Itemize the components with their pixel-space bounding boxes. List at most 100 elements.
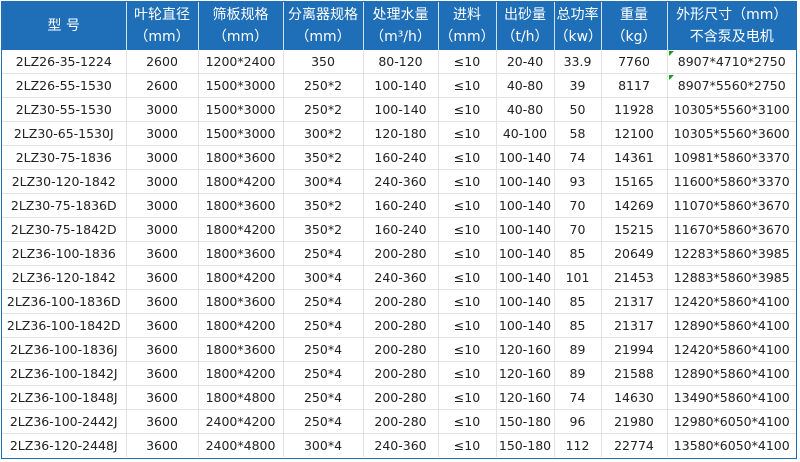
cell-separator-size: 250*4 — [283, 289, 364, 314]
table-row: 2LZ36-100-1836J 3600 1800*3600 250*4 200-280… — [2, 337, 796, 362]
cell-feed-size: ≤10 — [438, 265, 497, 290]
table-row: 2LZ36-100-1836D 3600 1800*3600 250*4 200-280… — [2, 289, 796, 314]
cell-screen-size: 1800*4200 — [198, 217, 284, 242]
cell-total-power: 70 — [554, 193, 602, 218]
cell-feed-size: ≤10 — [438, 361, 497, 386]
header-unit: 不含泵及电机 — [689, 29, 774, 45]
table-row: 2LZ26-55-1530 2600 1500*3000 250*2 100-140 ≤1… — [2, 73, 796, 98]
cell-sand-output: 40-80 — [496, 73, 555, 98]
cell-impeller-diameter: 3600 — [126, 385, 199, 410]
cell-weight: 15215 — [601, 217, 668, 242]
cell-screen-size: 1500*3000 — [198, 73, 284, 98]
cell-impeller-diameter: 3000 — [126, 145, 199, 170]
header-unit: （mm） — [439, 29, 495, 45]
cell-screen-size: 1800*3600 — [198, 193, 284, 218]
cell-weight: 14361 — [601, 145, 668, 170]
cell-weight: 20649 — [601, 241, 668, 266]
header-impeller-diameter: 叶轮直径 （mm） — [126, 2, 199, 50]
header-dimensions: 外形尺寸（mm） 不含泵及电机 — [667, 2, 796, 50]
header-unit: （mm） — [134, 29, 190, 45]
cell-sand-output: 40-100 — [496, 121, 555, 146]
cell-total-power: 39 — [554, 73, 602, 98]
cell-sand-output: 100-140 — [496, 265, 555, 290]
cell-dimensions: 11670*5860*3670 — [667, 217, 796, 242]
cell-weight: 21453 — [601, 265, 668, 290]
cell-water-capacity: 200-280 — [363, 361, 439, 386]
cell-screen-size: 1500*3000 — [198, 121, 284, 146]
cell-separator-size: 250*2 — [283, 97, 364, 122]
cell-dimensions: 12420*5860*4100 — [667, 289, 796, 314]
header-row: 型 号 叶轮直径 （mm） 筛板规格 （mm） 分离器规格 （mm） 处理水量 （m³/h） 进料… — [2, 2, 796, 50]
cell-water-capacity: 160-240 — [363, 217, 439, 242]
cell-separator-size: 300*2 — [283, 121, 364, 146]
cell-screen-size: 2400*4200 — [198, 409, 284, 434]
cell-model: 2LZ36-100-1836D — [2, 289, 127, 314]
cell-feed-size: ≤10 — [438, 289, 497, 314]
cell-feed-size: ≤10 — [438, 337, 497, 362]
cell-sand-output: 100-140 — [496, 193, 555, 218]
cell-dimensions: 10305*5560*3600 — [667, 121, 796, 146]
cell-total-power: 96 — [554, 409, 602, 434]
cell-water-capacity: 100-140 — [363, 97, 439, 122]
header-feed-size: 进料 （mm） — [438, 2, 497, 50]
cell-total-power: 93 — [554, 169, 602, 194]
cell-model: 2LZ30-75-1836 — [2, 145, 127, 170]
cell-dimensions: 10981*5860*3370 — [667, 145, 796, 170]
cell-model: 2LZ30-55-1530 — [2, 97, 127, 122]
cell-weight: 21994 — [601, 337, 668, 362]
cell-feed-size: ≤10 — [438, 97, 497, 122]
cell-water-capacity: 160-240 — [363, 145, 439, 170]
cell-separator-size: 250*4 — [283, 337, 364, 362]
cell-separator-size: 300*4 — [283, 169, 364, 194]
cell-dimensions: 12883*5860*3985 — [667, 265, 796, 290]
cell-impeller-diameter: 3600 — [126, 241, 199, 266]
cell-water-capacity: 200-280 — [363, 289, 439, 314]
cell-separator-size: 250*4 — [283, 385, 364, 410]
header-unit: （m³/h） — [370, 29, 431, 45]
cell-sand-output: 150-180 — [496, 409, 555, 434]
cell-screen-size: 1800*3600 — [198, 337, 284, 362]
header-unit: （kg） — [611, 29, 657, 45]
cell-water-capacity: 200-280 — [363, 241, 439, 266]
header-separator-size: 分离器规格 （mm） — [283, 2, 364, 50]
cell-separator-size: 250*4 — [283, 313, 364, 338]
cell-separator-size: 350*2 — [283, 145, 364, 170]
cell-total-power: 85 — [554, 289, 602, 314]
cell-impeller-diameter: 3000 — [126, 121, 199, 146]
cell-sand-output: 40-80 — [496, 97, 555, 122]
cell-sand-output: 100-140 — [496, 169, 555, 194]
cell-dimensions: 12890*5860*4100 — [667, 313, 796, 338]
cell-total-power: 58 — [554, 121, 602, 146]
cell-impeller-diameter: 3000 — [126, 97, 199, 122]
table-row: 2LZ36-100-1842J 3600 1800*4200 250*4 200-280… — [2, 361, 796, 386]
cell-total-power: 70 — [554, 217, 602, 242]
cell-water-capacity: 240-360 — [363, 169, 439, 194]
header-label: 进料 — [453, 7, 481, 23]
cell-screen-size: 1800*4200 — [198, 265, 284, 290]
cell-screen-size: 1800*3600 — [198, 289, 284, 314]
cell-separator-size: 250*2 — [283, 73, 364, 98]
cell-weight: 21588 — [601, 361, 668, 386]
header-total-power: 总功率 （kw） — [554, 2, 602, 50]
cell-water-capacity: 200-280 — [363, 313, 439, 338]
cell-separator-size: 300*4 — [283, 433, 364, 457]
cell-model: 2LZ30-75-1842D — [2, 217, 127, 242]
table-row: 2LZ30-75-1836D 3000 1800*3600 350*2 160-240 ≤… — [2, 193, 796, 218]
cell-total-power: 74 — [554, 385, 602, 410]
cell-model: 2LZ36-100-1836 — [2, 241, 127, 266]
cell-screen-size: 1500*3000 — [198, 97, 284, 122]
cell-total-power: 112 — [554, 433, 602, 457]
cell-screen-size: 1800*4800 — [198, 385, 284, 410]
table-row: 2LZ30-75-1836 3000 1800*3600 350*2 160-240 ≤1… — [2, 145, 796, 170]
cell-impeller-diameter: 3600 — [126, 409, 199, 434]
cell-sand-output: 100-140 — [496, 145, 555, 170]
cell-water-capacity: 200-280 — [363, 385, 439, 410]
cell-impeller-diameter: 3000 — [126, 217, 199, 242]
cell-screen-size: 1200*2400 — [198, 50, 284, 74]
cell-dimensions: 10305*5560*3100 — [667, 97, 796, 122]
cell-water-capacity: 120-180 — [363, 121, 439, 146]
table-row: 2LZ36-100-1842D 3600 1800*4200 250*4 200-280… — [2, 313, 796, 338]
cell-water-capacity: 80-120 — [363, 50, 439, 74]
cell-sand-output: 120-160 — [496, 361, 555, 386]
cell-separator-size: 250*4 — [283, 409, 364, 434]
